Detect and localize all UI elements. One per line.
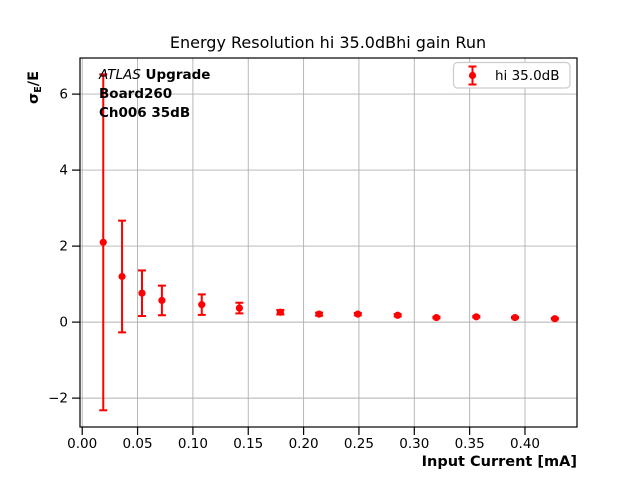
legend-box <box>452 61 571 89</box>
legend: hi 35.0dB <box>452 61 571 89</box>
data-point <box>118 272 126 281</box>
legend-errorbar-marker <box>468 65 477 86</box>
data-point <box>472 313 480 321</box>
legend-entry-label: hi 35.0dB <box>495 68 560 84</box>
x-tick-label: 0.40 <box>510 436 540 452</box>
x-tick-label: 0.05 <box>123 436 153 452</box>
x-tick-label: 0.25 <box>344 436 374 452</box>
tick-label-layer: 0.00 0.05 0.10 0.15 0.20 0.25 0.30 0.35 0.40 −2 0 2… <box>48 87 540 452</box>
annotation-experiment: ATLAS <box>98 67 141 83</box>
y-axis-label: σE/E <box>26 71 44 104</box>
annotation-line-1: ATLAS Upgrade <box>98 67 210 83</box>
data-point <box>354 310 362 318</box>
plot-area-border <box>79 57 578 428</box>
data-point <box>315 310 323 318</box>
series-hi-35.0db <box>99 73 559 412</box>
x-tick-label: 0.30 <box>399 436 429 452</box>
x-tick-label: 0.35 <box>455 436 485 452</box>
annotation-experiment-suffix: Upgrade <box>141 67 211 83</box>
data-series <box>99 73 559 412</box>
data-point <box>432 313 441 322</box>
data-point <box>511 313 519 322</box>
data-point <box>235 304 243 312</box>
chart-title: Energy Resolution hi 35.0dBhi gain Run <box>170 33 486 52</box>
y-axis-label-rest: /E <box>26 71 42 86</box>
y-tick-label: 0 <box>59 315 68 331</box>
y-axis-label-subscript: E <box>33 86 44 93</box>
x-tick-label: 0.00 <box>67 436 97 452</box>
x-tick-label: 0.15 <box>233 436 263 452</box>
y-axis-label-sigma: σ <box>26 93 42 104</box>
x-axis-label: Input Current [mA] <box>422 454 577 470</box>
data-point <box>276 308 284 316</box>
y-tick-label: −2 <box>48 391 68 407</box>
tick-layer <box>72 93 526 435</box>
x-tick-label: 0.10 <box>178 436 208 452</box>
annotation-line-2: Board260 <box>99 86 172 102</box>
y-tick-label: 2 <box>59 239 68 255</box>
annotation-line-3: Ch006 35dB <box>99 105 190 121</box>
data-point <box>138 289 146 297</box>
y-tick-label: 6 <box>59 87 68 103</box>
plot-annotation: ATLAS Upgrade Board260 Ch006 35dB <box>98 67 210 121</box>
data-point <box>198 301 206 309</box>
data-point <box>99 238 107 246</box>
data-point <box>394 311 402 319</box>
data-point <box>551 315 559 323</box>
y-tick-label: 4 <box>59 163 68 179</box>
data-point <box>158 296 166 305</box>
grid-layer <box>80 58 577 427</box>
x-tick-label: 0.20 <box>289 436 319 452</box>
